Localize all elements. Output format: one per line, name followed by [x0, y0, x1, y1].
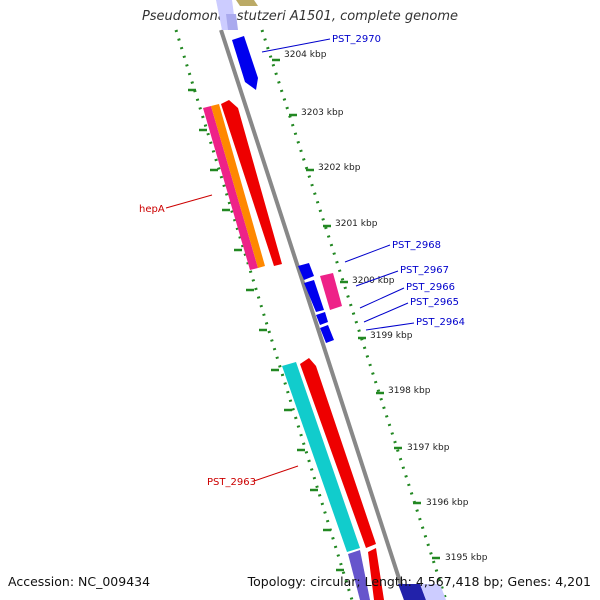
left-dotted-boundary — [174, 29, 354, 600]
gene-label: PST_2963 — [207, 477, 256, 488]
tick-label: 3199 kbp — [370, 331, 413, 341]
gene-pst-2965 — [316, 312, 328, 325]
tick-label: 3200 kbp — [352, 276, 395, 286]
gene-label: hepA — [139, 204, 165, 215]
right-tick-marks — [272, 58, 440, 560]
tick-label: 3202 kbp — [318, 163, 361, 173]
gene-bottom-navy — [398, 584, 426, 600]
gene-label: PST_2967 — [400, 265, 449, 276]
gene-pst-2963-red — [300, 358, 376, 548]
tick-label: 3204 kbp — [284, 50, 327, 60]
tick-label: 3197 kbp — [407, 443, 450, 453]
tick-label: 3195 kbp — [445, 553, 488, 563]
topology-text: Topology: circular; Length: 4,567,418 bp… — [247, 574, 591, 589]
gene-hepa-magenta — [203, 106, 258, 270]
gene-labels-right: PST_2970 PST_2968 PST_2967 PST_2966 PST_… — [332, 34, 465, 328]
tick-labels: 3204 kbp 3203 kbp 3202 kbp 3201 kbp 3200… — [284, 50, 488, 563]
label-leaders-red — [165, 194, 299, 482]
gene-top-lavender-2 — [226, 14, 238, 30]
gene-pst-2963 — [282, 362, 360, 552]
gene-pst-2964 — [320, 325, 334, 343]
gene-labels-left: hepA PST_2963 — [139, 204, 256, 488]
gene-hepa-red — [221, 100, 282, 266]
label-leaders-blue — [261, 38, 415, 331]
gene-top-olive — [236, 0, 258, 6]
tick-label: 3203 kbp — [301, 108, 344, 118]
gene-pst-2966 — [304, 280, 324, 312]
gene-label: PST_2968 — [392, 240, 441, 251]
tick-label: 3198 kbp — [388, 386, 431, 396]
gene-bottom-slate — [348, 550, 370, 600]
gene-label: PST_2964 — [416, 317, 465, 328]
gene-pst-2967 — [320, 273, 342, 310]
tick-label: 3201 kbp — [335, 219, 378, 229]
accession-text: Accession: NC_009434 — [8, 574, 151, 589]
right-dotted-boundary — [260, 29, 448, 600]
gene-label: PST_2966 — [406, 282, 455, 293]
gene-hepa-orange — [211, 104, 265, 268]
gene-bottom-red — [368, 548, 384, 600]
gene-label: PST_2965 — [410, 297, 459, 308]
gene-pst-2968 — [298, 263, 314, 280]
gene-pst-2970 — [232, 36, 258, 90]
left-tick-marks — [188, 88, 344, 572]
gene-bottom-lavender — [420, 584, 446, 600]
gene-label: PST_2970 — [332, 34, 381, 45]
genome-backbone — [219, 29, 408, 600]
tick-label: 3196 kbp — [426, 498, 469, 508]
